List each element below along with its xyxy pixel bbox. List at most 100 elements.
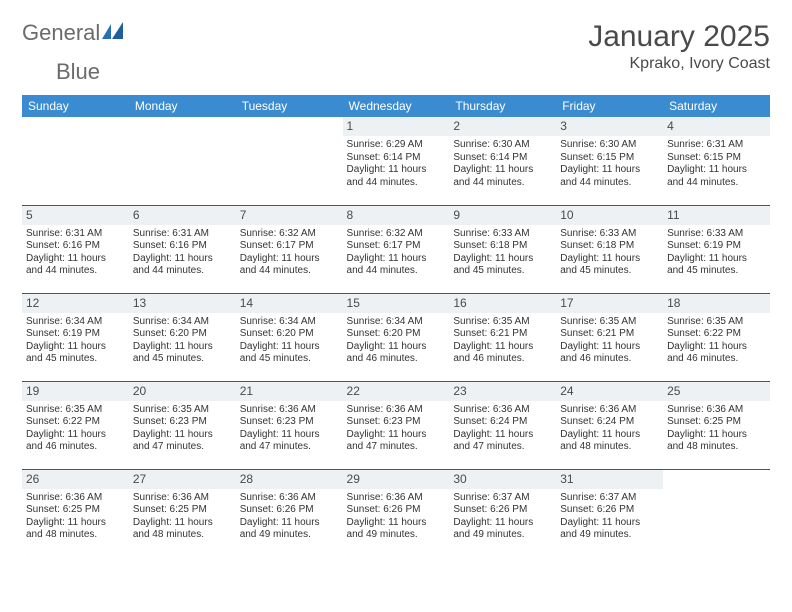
calendar-cell: 22Sunrise: 6:36 AM Sunset: 6:23 PM Dayli…	[343, 381, 450, 469]
day-detail-text: Sunrise: 6:33 AM Sunset: 6:18 PM Dayligh…	[560, 228, 659, 278]
weekday-header: Friday	[556, 95, 663, 117]
day-detail-text: Sunrise: 6:32 AM Sunset: 6:17 PM Dayligh…	[240, 228, 339, 278]
day-number: 1	[343, 117, 450, 136]
day-detail-text: Sunrise: 6:35 AM Sunset: 6:21 PM Dayligh…	[560, 316, 659, 366]
day-number: 15	[343, 294, 450, 313]
day-detail-text: Sunrise: 6:36 AM Sunset: 6:24 PM Dayligh…	[560, 404, 659, 454]
calendar-cell: 5Sunrise: 6:31 AM Sunset: 6:16 PM Daylig…	[22, 205, 129, 293]
location-label: Kprako, Ivory Coast	[588, 55, 770, 73]
calendar-week-row: 1 Sunrise: 6:29 AM Sunset: 6:14 PM Daylig…	[22, 117, 770, 205]
calendar-week-row: 19Sunrise: 6:35 AM Sunset: 6:22 PM Dayli…	[22, 381, 770, 469]
day-detail-text: Sunrise: 6:33 AM Sunset: 6:19 PM Dayligh…	[667, 228, 766, 278]
brand-logo: General	[22, 20, 126, 46]
calendar-cell: 10 Sunrise: 6:33 AM Sunset: 6:18 PM Dayli…	[556, 205, 663, 293]
calendar-cell: 16 Sunrise: 6:35 AM Sunset: 6:21 PM Dayli…	[449, 293, 556, 381]
day-detail-text: Sunrise: 6:36 AM Sunset: 6:25 PM Dayligh…	[26, 492, 125, 542]
day-number: 4	[663, 117, 770, 136]
month-title: January 2025	[588, 20, 770, 53]
day-number: 19	[22, 382, 129, 401]
day-detail-text: Sunrise: 6:36 AM Sunset: 6:24 PM Dayligh…	[453, 404, 552, 454]
day-detail-text: Sunrise: 6:30 AM Sunset: 6:14 PM Dayligh…	[453, 139, 552, 189]
day-number: 3	[556, 117, 663, 136]
calendar-page: General January 2025 Kprako, Ivory Coast…	[0, 0, 792, 577]
calendar-cell: 6Sunrise: 6:31 AM Sunset: 6:16 PM Daylig…	[129, 205, 236, 293]
calendar-cell: 17 Sunrise: 6:35 AM Sunset: 6:21 PM Dayli…	[556, 293, 663, 381]
calendar-cell: 20 Sunrise: 6:35 AM Sunset: 6:23 PM Dayli…	[129, 381, 236, 469]
day-detail-text: Sunrise: 6:36 AM Sunset: 6:23 PM Dayligh…	[240, 404, 339, 454]
day-number: 6	[129, 206, 236, 225]
calendar-week-row: 5Sunrise: 6:31 AM Sunset: 6:16 PM Daylig…	[22, 205, 770, 293]
day-number: 25	[663, 382, 770, 401]
day-number: 12	[22, 294, 129, 313]
day-detail-text: Sunrise: 6:33 AM Sunset: 6:18 PM Dayligh…	[453, 228, 552, 278]
weekday-header: Saturday	[663, 95, 770, 117]
day-number: 7	[236, 206, 343, 225]
day-number: 30	[449, 470, 556, 489]
calendar-cell: 12Sunrise: 6:34 AM Sunset: 6:19 PM Dayli…	[22, 293, 129, 381]
calendar-cell: 23 Sunrise: 6:36 AM Sunset: 6:24 PM Dayli…	[449, 381, 556, 469]
calendar-cell: 18 Sunrise: 6:35 AM Sunset: 6:22 PM Dayli…	[663, 293, 770, 381]
day-detail-text: Sunrise: 6:37 AM Sunset: 6:26 PM Dayligh…	[453, 492, 552, 542]
calendar-cell: 9 Sunrise: 6:33 AM Sunset: 6:18 PM Daylig…	[449, 205, 556, 293]
day-detail-text: Sunrise: 6:36 AM Sunset: 6:23 PM Dayligh…	[347, 404, 446, 454]
flag-icon	[102, 21, 124, 46]
calendar-cell	[22, 117, 129, 205]
day-number: 18	[663, 294, 770, 313]
day-number: 24	[556, 382, 663, 401]
calendar-week-row: 12Sunrise: 6:34 AM Sunset: 6:19 PM Dayli…	[22, 293, 770, 381]
calendar-cell: 1 Sunrise: 6:29 AM Sunset: 6:14 PM Daylig…	[343, 117, 450, 205]
calendar-cell: 19Sunrise: 6:35 AM Sunset: 6:22 PM Dayli…	[22, 381, 129, 469]
calendar-cell: 15 Sunrise: 6:34 AM Sunset: 6:20 PM Dayli…	[343, 293, 450, 381]
day-number: 23	[449, 382, 556, 401]
day-number: 20	[129, 382, 236, 401]
day-number: 27	[129, 470, 236, 489]
calendar-week-row: 26Sunrise: 6:36 AM Sunset: 6:25 PM Dayli…	[22, 469, 770, 557]
day-detail-text: Sunrise: 6:35 AM Sunset: 6:22 PM Dayligh…	[667, 316, 766, 366]
brand-word2: Blue	[56, 59, 100, 84]
day-number: 21	[236, 382, 343, 401]
calendar-cell: 26Sunrise: 6:36 AM Sunset: 6:25 PM Dayli…	[22, 469, 129, 557]
day-number: 29	[343, 470, 450, 489]
day-detail-text: Sunrise: 6:30 AM Sunset: 6:15 PM Dayligh…	[560, 139, 659, 189]
calendar-cell: 25 Sunrise: 6:36 AM Sunset: 6:25 PM Dayli…	[663, 381, 770, 469]
day-detail-text: Sunrise: 6:37 AM Sunset: 6:26 PM Dayligh…	[560, 492, 659, 542]
weekday-header: Tuesday	[236, 95, 343, 117]
day-number: 17	[556, 294, 663, 313]
calendar-cell: 29 Sunrise: 6:36 AM Sunset: 6:26 PM Dayli…	[343, 469, 450, 557]
day-number: 10	[556, 206, 663, 225]
calendar-cell: 8 Sunrise: 6:32 AM Sunset: 6:17 PM Daylig…	[343, 205, 450, 293]
weekday-header: Monday	[129, 95, 236, 117]
day-number: 8	[343, 206, 450, 225]
day-detail-text: Sunrise: 6:34 AM Sunset: 6:20 PM Dayligh…	[347, 316, 446, 366]
weekday-header-row: SundayMondayTuesdayWednesdayThursdayFrid…	[22, 95, 770, 117]
calendar-cell: 30 Sunrise: 6:37 AM Sunset: 6:26 PM Dayli…	[449, 469, 556, 557]
weekday-header: Wednesday	[343, 95, 450, 117]
brand-word1: General	[22, 20, 100, 46]
day-detail-text: Sunrise: 6:32 AM Sunset: 6:17 PM Dayligh…	[347, 228, 446, 278]
calendar-cell: 21 Sunrise: 6:36 AM Sunset: 6:23 PM Dayli…	[236, 381, 343, 469]
day-detail-text: Sunrise: 6:35 AM Sunset: 6:21 PM Dayligh…	[453, 316, 552, 366]
calendar-cell: 14Sunrise: 6:34 AM Sunset: 6:20 PM Dayli…	[236, 293, 343, 381]
day-number: 14	[236, 294, 343, 313]
weekday-header: Sunday	[22, 95, 129, 117]
weekday-header: Thursday	[449, 95, 556, 117]
calendar-cell	[663, 469, 770, 557]
day-number: 31	[556, 470, 663, 489]
day-detail-text: Sunrise: 6:36 AM Sunset: 6:26 PM Dayligh…	[347, 492, 446, 542]
day-number: 28	[236, 470, 343, 489]
day-number: 16	[449, 294, 556, 313]
day-detail-text: Sunrise: 6:36 AM Sunset: 6:26 PM Dayligh…	[240, 492, 339, 542]
calendar-body: 1 Sunrise: 6:29 AM Sunset: 6:14 PM Daylig…	[22, 117, 770, 557]
day-number: 9	[449, 206, 556, 225]
calendar-cell	[129, 117, 236, 205]
day-detail-text: Sunrise: 6:36 AM Sunset: 6:25 PM Dayligh…	[667, 404, 766, 454]
day-detail-text: Sunrise: 6:31 AM Sunset: 6:16 PM Dayligh…	[26, 228, 125, 278]
calendar-cell: 28 Sunrise: 6:36 AM Sunset: 6:26 PM Dayli…	[236, 469, 343, 557]
calendar-cell: 11Sunrise: 6:33 AM Sunset: 6:19 PM Dayli…	[663, 205, 770, 293]
day-detail-text: Sunrise: 6:29 AM Sunset: 6:14 PM Dayligh…	[347, 139, 446, 189]
calendar-cell: 4Sunrise: 6:31 AM Sunset: 6:15 PM Daylig…	[663, 117, 770, 205]
title-block: January 2025 Kprako, Ivory Coast	[588, 20, 770, 73]
calendar-cell: 24 Sunrise: 6:36 AM Sunset: 6:24 PM Dayli…	[556, 381, 663, 469]
day-detail-text: Sunrise: 6:35 AM Sunset: 6:23 PM Dayligh…	[133, 404, 232, 454]
calendar-cell	[236, 117, 343, 205]
